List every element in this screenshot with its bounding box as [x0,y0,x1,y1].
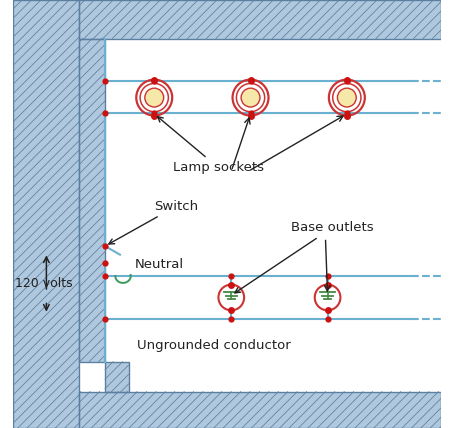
Circle shape [241,88,260,107]
Polygon shape [105,362,128,392]
Circle shape [218,285,244,310]
Polygon shape [79,39,105,362]
Text: Base outlets: Base outlets [235,221,374,293]
Text: Switch: Switch [109,200,198,244]
Text: Ungrounded conductor: Ungrounded conductor [137,339,291,352]
Circle shape [145,88,163,107]
Circle shape [315,285,340,310]
Circle shape [337,88,356,107]
Text: 120 volts: 120 volts [15,277,73,290]
Polygon shape [79,392,441,428]
Text: Lamp sockets: Lamp sockets [158,116,264,174]
Polygon shape [79,0,441,39]
Polygon shape [13,0,79,428]
Text: Neutral: Neutral [135,259,184,271]
